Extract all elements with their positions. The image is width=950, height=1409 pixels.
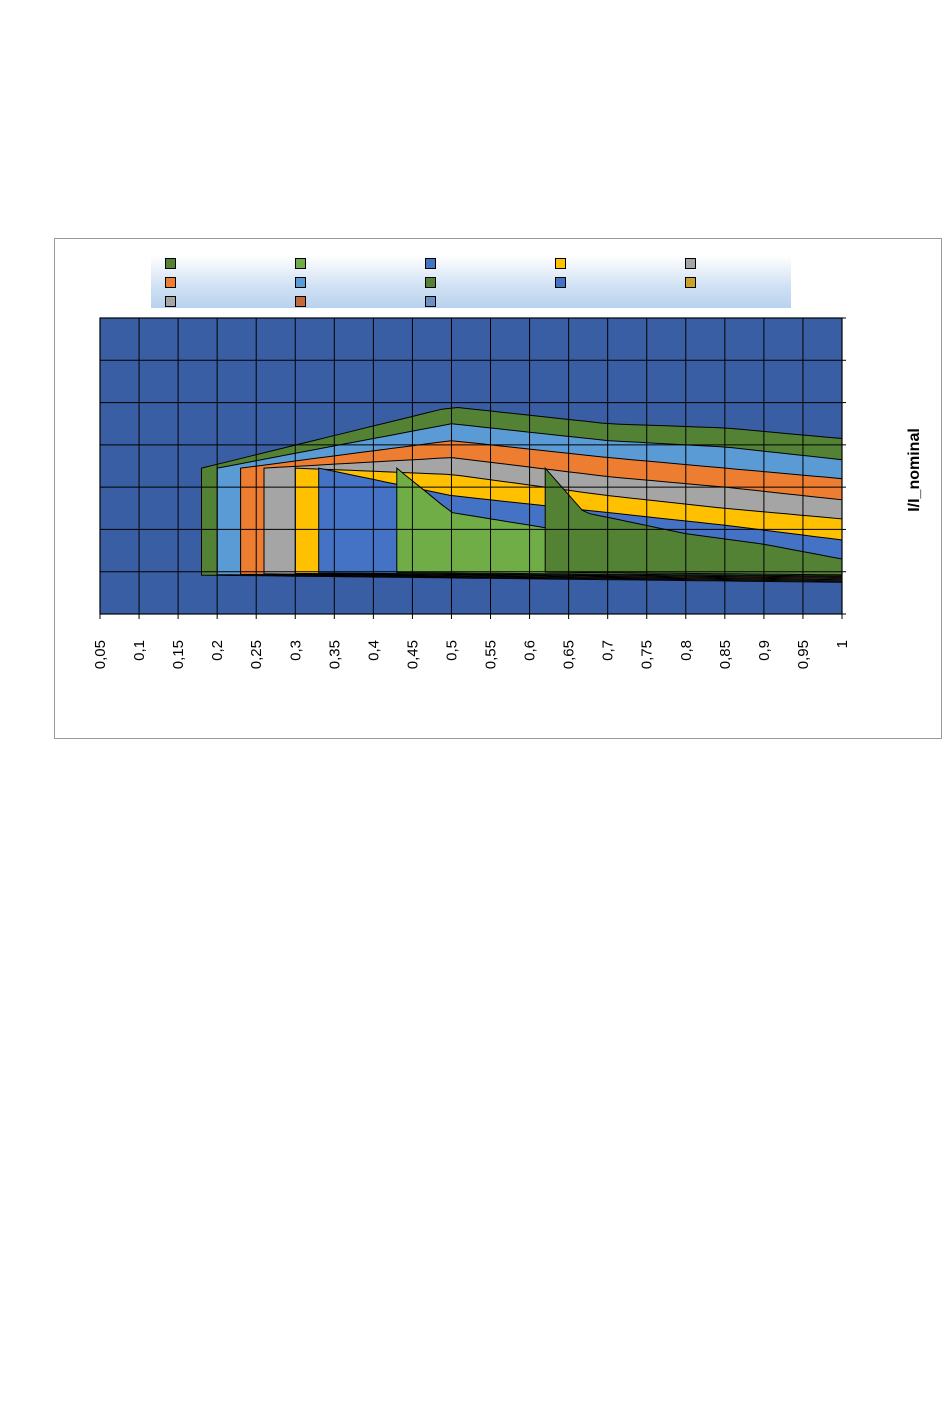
legend-swatch	[295, 296, 306, 307]
x-tick-label: 0,5	[443, 640, 460, 661]
x-tick-label: 0,85	[717, 640, 734, 669]
x-tick-label: 0,2	[209, 640, 226, 661]
legend-swatch	[425, 258, 436, 269]
legend-swatch	[425, 277, 436, 288]
legend-box	[151, 256, 791, 308]
legend-swatch	[555, 277, 566, 288]
x-tick-label: 0,15	[170, 640, 187, 669]
legend-swatch	[685, 258, 696, 269]
x-tick-label: 0,75	[639, 640, 656, 669]
legend-swatch	[295, 277, 306, 288]
legend-swatch	[425, 296, 436, 307]
legend-swatch	[165, 258, 176, 269]
plot-border	[99, 317, 843, 615]
x-tick-label: 0,9	[756, 640, 773, 661]
x-tick-label: 0,65	[561, 640, 578, 669]
x-axis-ticks	[99, 317, 846, 619]
legend-swatch	[555, 258, 566, 269]
x-axis-title: I/I_nominal	[906, 428, 923, 512]
x-tick-label: 0,25	[248, 640, 265, 669]
x-tick-label: 0,6	[522, 640, 539, 661]
x-tick-label: 0,35	[326, 640, 343, 669]
x-tick-label: 0,05	[92, 640, 109, 669]
x-tick-label: 0,95	[795, 640, 812, 669]
x-tick-label: 0,1	[131, 640, 148, 661]
x-tick-label: 0,3	[287, 640, 304, 661]
legend-swatch	[165, 277, 176, 288]
legend-swatch	[295, 258, 306, 269]
gridlines	[99, 317, 843, 615]
legend-swatch	[685, 277, 696, 288]
legend-swatch	[165, 296, 176, 307]
x-tick-label: 1	[834, 640, 851, 648]
x-tick-label: 0,8	[678, 640, 695, 661]
x-tick-label: 0,7	[600, 640, 617, 661]
x-tick-label: 0,55	[483, 640, 500, 669]
x-tick-label: 0,45	[404, 640, 421, 669]
x-axis-tick-labels: 0,05 0,1 0,15 0,2 0,25 0,3 0,35 0,4 0,45 0,5 0,55 0…	[92, 640, 851, 669]
x-tick-label: 0,4	[365, 640, 382, 661]
